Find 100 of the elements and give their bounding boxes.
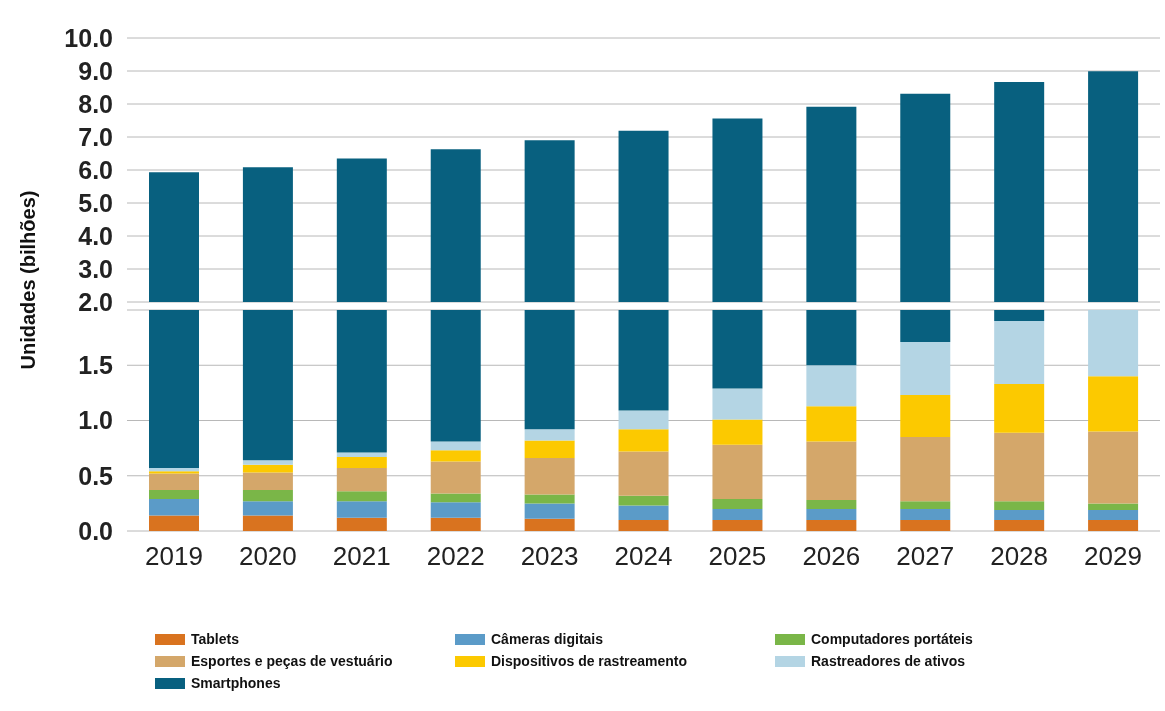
bar bbox=[618, 495, 669, 506]
bar bbox=[430, 502, 481, 518]
bar bbox=[712, 508, 763, 520]
bar bbox=[1088, 431, 1139, 504]
legend-label: Computadores portáteis bbox=[811, 631, 973, 647]
bar bbox=[712, 444, 763, 499]
y-tick-label: 7.0 bbox=[78, 122, 113, 151]
bar bbox=[1088, 310, 1139, 377]
bar bbox=[430, 310, 481, 442]
x-tick-label: 2022 bbox=[426, 541, 485, 572]
bar bbox=[618, 451, 669, 496]
bar bbox=[900, 437, 951, 502]
y-tick-label: 3.0 bbox=[78, 254, 113, 283]
bar bbox=[900, 395, 951, 438]
bar bbox=[524, 310, 575, 430]
bar bbox=[994, 432, 1045, 502]
y-tick-label: 6.0 bbox=[78, 155, 113, 184]
x-tick-label: 2021 bbox=[332, 541, 391, 572]
bar bbox=[900, 519, 951, 531]
bar bbox=[806, 519, 857, 531]
y-tick-label: 2.0 bbox=[78, 287, 113, 316]
bar bbox=[712, 498, 763, 509]
bar bbox=[618, 310, 669, 411]
bar bbox=[336, 491, 387, 502]
y-tick-label: 10.0 bbox=[64, 23, 113, 52]
bar bbox=[994, 510, 1045, 520]
legend-label: Esportes e peças de vestuário bbox=[191, 653, 393, 669]
y-tick-label: 0.0 bbox=[78, 516, 113, 545]
bar bbox=[806, 508, 857, 520]
bar bbox=[149, 490, 199, 499]
bar bbox=[712, 388, 763, 420]
bar bbox=[149, 473, 199, 491]
bar bbox=[806, 406, 857, 442]
bar bbox=[806, 441, 857, 501]
x-tick-label: 2023 bbox=[520, 541, 579, 572]
bar bbox=[524, 503, 575, 519]
bar bbox=[1088, 503, 1139, 511]
bar bbox=[900, 310, 951, 343]
bar bbox=[336, 452, 387, 457]
legend-label: Dispositivos de rastreamento bbox=[491, 653, 688, 669]
y-tick-label: 5.0 bbox=[78, 188, 113, 217]
bar bbox=[336, 517, 387, 531]
y-tick-label: 0.5 bbox=[78, 461, 114, 490]
y-tick-label: 8.0 bbox=[78, 89, 113, 118]
bar bbox=[618, 505, 669, 520]
bar bbox=[524, 494, 575, 504]
bar bbox=[336, 468, 387, 492]
bar bbox=[336, 310, 387, 453]
x-tick-label: 2024 bbox=[614, 541, 673, 572]
bar bbox=[994, 321, 1045, 385]
bar bbox=[524, 440, 575, 459]
bar bbox=[242, 472, 293, 491]
legend-label: Smartphones bbox=[191, 675, 281, 691]
legend-label: Rastreadores de ativos bbox=[811, 653, 966, 669]
y-tick-label: 4.0 bbox=[78, 221, 113, 250]
bar bbox=[712, 419, 763, 445]
bar bbox=[524, 429, 575, 441]
bar bbox=[1088, 376, 1139, 432]
bar bbox=[994, 501, 1045, 511]
bar bbox=[618, 429, 669, 452]
bar bbox=[1088, 519, 1139, 531]
bar bbox=[149, 310, 199, 469]
bar bbox=[618, 519, 669, 531]
bar bbox=[900, 508, 951, 520]
bar bbox=[994, 310, 1045, 322]
bar bbox=[994, 519, 1045, 531]
legend-label: Câmeras digitais bbox=[491, 631, 604, 647]
bar bbox=[430, 461, 481, 494]
y-tick-label: 1.0 bbox=[78, 406, 113, 435]
bar bbox=[806, 310, 857, 366]
x-tick-label: 2019 bbox=[145, 541, 203, 572]
x-tick-label: 2028 bbox=[990, 541, 1049, 572]
bar bbox=[242, 460, 293, 465]
bar bbox=[430, 441, 481, 451]
bar bbox=[336, 456, 387, 469]
bar bbox=[900, 501, 951, 509]
bar bbox=[618, 410, 669, 430]
bar bbox=[430, 493, 481, 503]
bar bbox=[430, 517, 481, 531]
bar bbox=[242, 515, 293, 531]
bar bbox=[994, 384, 1045, 433]
bar bbox=[242, 310, 293, 461]
bar bbox=[900, 342, 951, 396]
bar bbox=[712, 519, 763, 531]
x-tick-label: 2020 bbox=[238, 541, 297, 572]
y-tick-label: 1.5 bbox=[78, 351, 114, 380]
bar bbox=[149, 515, 199, 531]
bar bbox=[806, 365, 857, 407]
bar bbox=[1088, 510, 1139, 520]
x-tick-label: 2029 bbox=[1084, 541, 1142, 572]
bar bbox=[430, 450, 481, 462]
x-tick-label: 2027 bbox=[896, 541, 955, 572]
y-axis-title: Unidades (bilhões) bbox=[16, 190, 40, 370]
bar bbox=[149, 498, 199, 516]
bar bbox=[242, 490, 293, 502]
y-tick-label: 9.0 bbox=[78, 56, 113, 85]
x-tick-label: 2026 bbox=[802, 541, 861, 572]
bar bbox=[524, 518, 575, 531]
bar bbox=[336, 501, 387, 518]
x-tick-label: 2025 bbox=[708, 541, 767, 572]
